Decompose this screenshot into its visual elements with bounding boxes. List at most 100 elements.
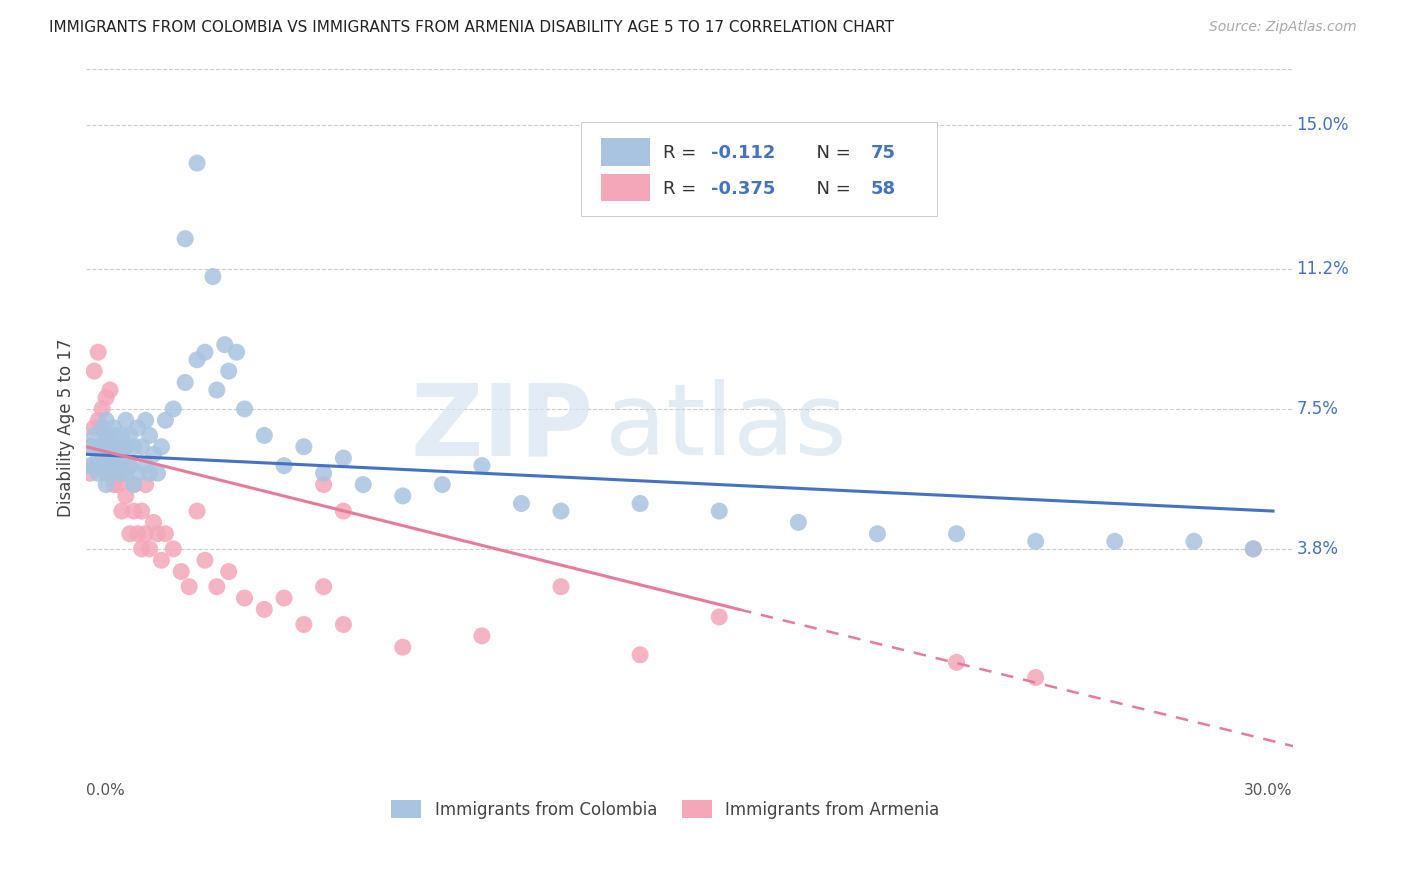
Point <box>312 477 335 491</box>
Point <box>111 451 134 466</box>
Point <box>115 440 138 454</box>
Point <box>98 467 121 481</box>
Point <box>1025 534 1047 549</box>
Point <box>87 345 110 359</box>
Point <box>150 553 173 567</box>
Point <box>131 541 153 556</box>
Point <box>142 447 165 461</box>
Point <box>79 440 101 454</box>
Point <box>122 504 145 518</box>
Point <box>233 591 256 605</box>
Point <box>218 364 240 378</box>
Point <box>194 345 217 359</box>
Point <box>628 648 651 662</box>
Point <box>945 526 967 541</box>
Point <box>135 413 157 427</box>
Point <box>332 504 354 518</box>
Point <box>186 352 208 367</box>
Point <box>107 451 129 466</box>
Point <box>111 467 134 481</box>
Point <box>471 629 494 643</box>
Point <box>1241 541 1264 556</box>
Point <box>122 477 145 491</box>
Point <box>103 421 125 435</box>
Point <box>127 467 149 481</box>
Point <box>94 477 117 491</box>
Point <box>98 440 121 454</box>
Point <box>94 451 117 466</box>
Point <box>1104 534 1126 549</box>
Point <box>83 428 105 442</box>
Point <box>118 428 141 442</box>
Point <box>115 413 138 427</box>
Point <box>135 477 157 491</box>
Point <box>391 640 413 655</box>
Point <box>91 421 114 435</box>
Point <box>79 467 101 481</box>
Point <box>162 401 184 416</box>
Text: 3.8%: 3.8% <box>1296 540 1339 558</box>
Point <box>98 458 121 473</box>
Point <box>131 440 153 454</box>
Point <box>138 541 160 556</box>
Point <box>194 553 217 567</box>
Point <box>87 440 110 454</box>
Text: N =: N = <box>806 144 856 161</box>
Point <box>79 440 101 454</box>
Point <box>118 458 141 473</box>
Point <box>201 269 224 284</box>
Point <box>225 345 247 359</box>
Point <box>107 467 129 481</box>
Point <box>332 617 354 632</box>
Point <box>253 428 276 442</box>
Point <box>150 440 173 454</box>
Point <box>233 401 256 416</box>
Point <box>945 656 967 670</box>
Point <box>787 516 810 530</box>
Text: N =: N = <box>806 179 856 197</box>
Point <box>273 591 295 605</box>
Point <box>186 156 208 170</box>
Point <box>103 451 125 466</box>
Point <box>628 496 651 510</box>
Point <box>253 602 276 616</box>
Point <box>510 496 533 510</box>
Point <box>332 451 354 466</box>
Point <box>127 421 149 435</box>
Point <box>107 440 129 454</box>
Point <box>205 580 228 594</box>
Text: 0.0%: 0.0% <box>86 783 125 798</box>
Point <box>94 467 117 481</box>
Point <box>312 580 335 594</box>
Point <box>174 376 197 390</box>
Point <box>352 477 374 491</box>
Point <box>94 428 117 442</box>
Point <box>312 467 335 481</box>
Text: 11.2%: 11.2% <box>1296 260 1350 278</box>
Point <box>550 504 572 518</box>
Point <box>103 428 125 442</box>
Point <box>550 580 572 594</box>
Point <box>91 440 114 454</box>
Text: -0.375: -0.375 <box>711 179 776 197</box>
Point <box>471 458 494 473</box>
Point <box>115 467 138 481</box>
Point <box>87 413 110 427</box>
Point <box>174 232 197 246</box>
Point <box>111 428 134 442</box>
Point <box>273 458 295 473</box>
Point <box>83 364 105 378</box>
Text: 30.0%: 30.0% <box>1244 783 1292 798</box>
Point <box>292 440 315 454</box>
Point <box>94 391 117 405</box>
Point <box>94 413 117 427</box>
Text: IMMIGRANTS FROM COLOMBIA VS IMMIGRANTS FROM ARMENIA DISABILITY AGE 5 TO 17 CORRE: IMMIGRANTS FROM COLOMBIA VS IMMIGRANTS F… <box>49 20 894 35</box>
Point <box>91 458 114 473</box>
Point <box>118 458 141 473</box>
FancyBboxPatch shape <box>602 174 650 202</box>
Point <box>292 617 315 632</box>
Point <box>205 383 228 397</box>
Point <box>83 421 105 435</box>
Text: 75: 75 <box>870 144 896 161</box>
Point <box>1182 534 1205 549</box>
